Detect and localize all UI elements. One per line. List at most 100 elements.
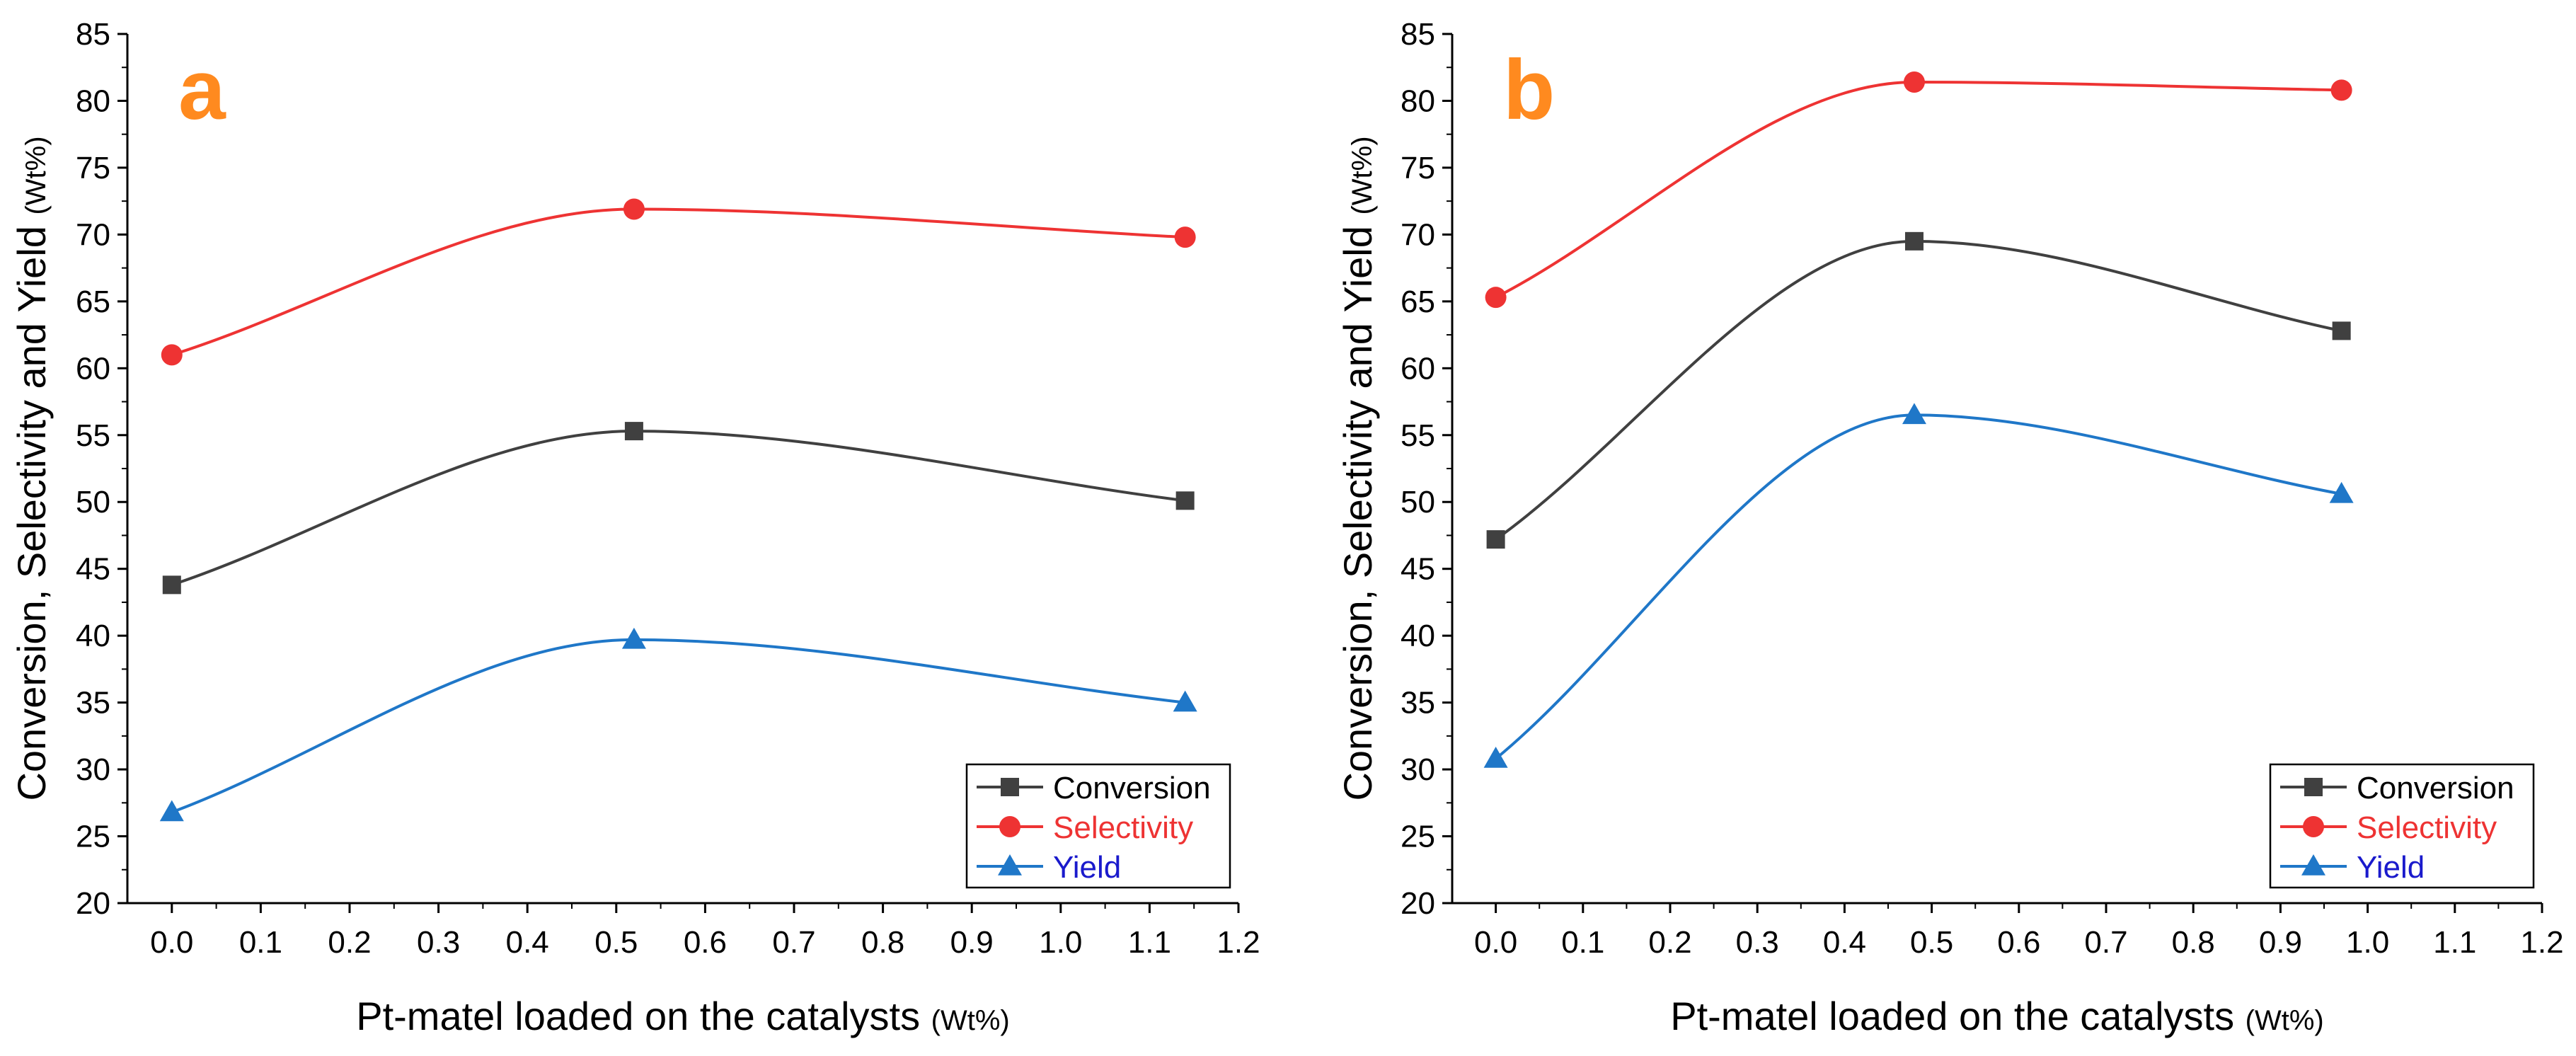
series-line-conversion <box>1495 239 2342 541</box>
y-tick-label: 30 <box>76 752 110 787</box>
y-tick-label: 80 <box>1401 84 1435 118</box>
data-point-yield <box>1483 746 1508 768</box>
x-tick-label: 1.0 <box>2346 925 2389 960</box>
x-tick-label: 0.4 <box>1823 925 1866 960</box>
y-tick-label: 35 <box>76 686 110 721</box>
x-tick-label: 1.0 <box>1039 925 1082 960</box>
legend-marker-selectivity <box>999 816 1020 837</box>
y-tick-label: 80 <box>76 84 110 118</box>
y-tick-label: 60 <box>76 351 110 386</box>
x-tick-label: 1.1 <box>2433 925 2476 960</box>
x-tick-label: 0.8 <box>2172 925 2215 960</box>
y-tick-label: 75 <box>76 151 110 185</box>
x-tick-label: 0.9 <box>950 925 994 960</box>
legend: Conversion Selectivity Yield <box>965 763 1231 889</box>
x-tick-label: 0.8 <box>861 925 904 960</box>
legend-marker-conversion <box>2304 778 2323 796</box>
y-axis-title-unit: (Wt%) <box>21 136 52 214</box>
x-tick-label: 0.5 <box>594 925 638 960</box>
y-tick-label: 25 <box>1401 820 1435 854</box>
y-tick-label: 55 <box>76 418 110 453</box>
data-point-selectivity <box>1485 287 1507 309</box>
y-tick-label: 35 <box>1401 686 1435 721</box>
legend-marker-conversion <box>1001 778 1019 796</box>
x-tick-label: 0.0 <box>150 925 193 960</box>
data-point-conversion <box>624 422 643 441</box>
series-line-conversion <box>171 430 1185 587</box>
data-point-yield <box>1173 690 1197 712</box>
x-tick-label: 0.1 <box>239 925 282 960</box>
data-point-yield <box>2329 481 2354 503</box>
y-tick-label: 20 <box>76 886 110 921</box>
data-point-selectivity <box>161 344 183 366</box>
y-tick-label: 45 <box>76 552 110 587</box>
y-tick-label: 65 <box>76 285 110 319</box>
legend-marker-selectivity <box>2303 816 2324 837</box>
y-axis-title-text: Conversion, Selectivity and Yield <box>1335 215 1380 801</box>
x-tick-label: 0.3 <box>417 925 460 960</box>
x-axis-title-text: Pt-matel loaded on the catalysts <box>1670 994 2245 1038</box>
data-point-conversion <box>1175 491 1195 510</box>
data-point-conversion <box>1904 231 1924 251</box>
data-point-selectivity <box>1903 71 1925 93</box>
x-tick-label: 0.5 <box>1910 925 1953 960</box>
data-point-selectivity <box>623 198 645 220</box>
y-tick-label: 60 <box>1401 351 1435 386</box>
y-axis-title-unit: (Wt%) <box>1347 136 1378 214</box>
x-tick-label: 0.0 <box>1474 925 1517 960</box>
y-axis-title: Conversion, Selectivity and Yield (Wt%) <box>1335 136 1380 800</box>
y-tick-label: 65 <box>1401 285 1435 319</box>
y-tick-label: 40 <box>1401 619 1435 653</box>
data-point-yield <box>621 627 646 649</box>
y-axis-title: Conversion, Selectivity and Yield (Wt%) <box>9 136 54 800</box>
series-line-yield <box>1495 413 2342 760</box>
y-tick-label: 30 <box>1401 752 1435 787</box>
chart-panel-b: 20 25 30 35 40 45 50 55 60 65 70 75 80 85 0.0 0.1 0.2 0.3… <box>1335 17 2564 1038</box>
data-point-conversion <box>2332 321 2351 340</box>
x-axis-title: Pt-matel loaded on the catalysts (Wt%) <box>1670 994 2324 1038</box>
x-tick-label: 0.1 <box>1561 925 1604 960</box>
y-tick-label: 70 <box>1401 217 1435 252</box>
legend-label-conversion: Conversion <box>2357 771 2514 805</box>
y-tick-label: 85 <box>76 17 110 52</box>
data-point-conversion <box>1486 530 1505 549</box>
legend-label-yield: Yield <box>1053 850 1121 885</box>
x-tick-label: 0.9 <box>2259 925 2302 960</box>
y-axis-title-text: Conversion, Selectivity and Yield <box>9 215 54 801</box>
legend-label-selectivity: Selectivity <box>1053 810 1193 845</box>
y-tick-label: 40 <box>76 619 110 653</box>
y-tick-label: 85 <box>1401 17 1435 52</box>
x-tick-label: 0.6 <box>684 925 727 960</box>
x-tick-label: 1.1 <box>1128 925 1171 960</box>
series-line-selectivity <box>1495 81 2342 299</box>
legend-label-yield: Yield <box>2357 850 2425 885</box>
x-tick-label: 0.6 <box>1997 925 2040 960</box>
x-axis-title-unit: (Wt%) <box>2246 1005 2324 1036</box>
legend-label-conversion: Conversion <box>1053 771 1211 805</box>
y-tick-label: 55 <box>1401 418 1435 453</box>
y-tick-label: 70 <box>76 217 110 252</box>
x-axis-title: Pt-matel loaded on the catalysts (Wt%) <box>356 994 1010 1038</box>
x-tick-label: 0.7 <box>2084 925 2127 960</box>
data-point-conversion <box>162 575 181 595</box>
legend-label-selectivity: Selectivity <box>2357 810 2497 845</box>
x-tick-label: 1.2 <box>1217 925 1260 960</box>
chart-panel-a: 20 25 30 35 40 45 50 55 60 65 70 75 80 85 0.0 0.1 0.2 0.3… <box>9 17 1260 1038</box>
legend: Conversion Selectivity Yield <box>2269 763 2535 889</box>
data-point-yield <box>1902 403 1926 425</box>
x-axis-title-text: Pt-matel loaded on the catalysts <box>356 994 931 1038</box>
panel-label: b <box>1503 42 1555 137</box>
x-tick-label: 0.2 <box>1648 925 1691 960</box>
y-tick-label: 45 <box>1401 552 1435 587</box>
data-point-yield <box>159 800 184 822</box>
y-tick-label: 50 <box>76 485 110 520</box>
data-point-selectivity <box>1174 226 1196 248</box>
y-tick-label: 50 <box>1401 485 1435 520</box>
x-tick-label: 1.2 <box>2520 925 2563 960</box>
legend-marker-yield <box>998 854 1022 876</box>
legend-marker-yield <box>2301 854 2325 876</box>
x-tick-label: 0.7 <box>772 925 815 960</box>
x-axis-title-unit: (Wt%) <box>931 1005 1010 1036</box>
series-line-selectivity <box>171 207 1185 357</box>
